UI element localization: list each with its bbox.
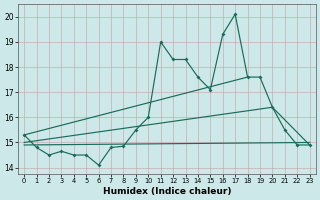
X-axis label: Humidex (Indice chaleur): Humidex (Indice chaleur) xyxy=(103,187,231,196)
